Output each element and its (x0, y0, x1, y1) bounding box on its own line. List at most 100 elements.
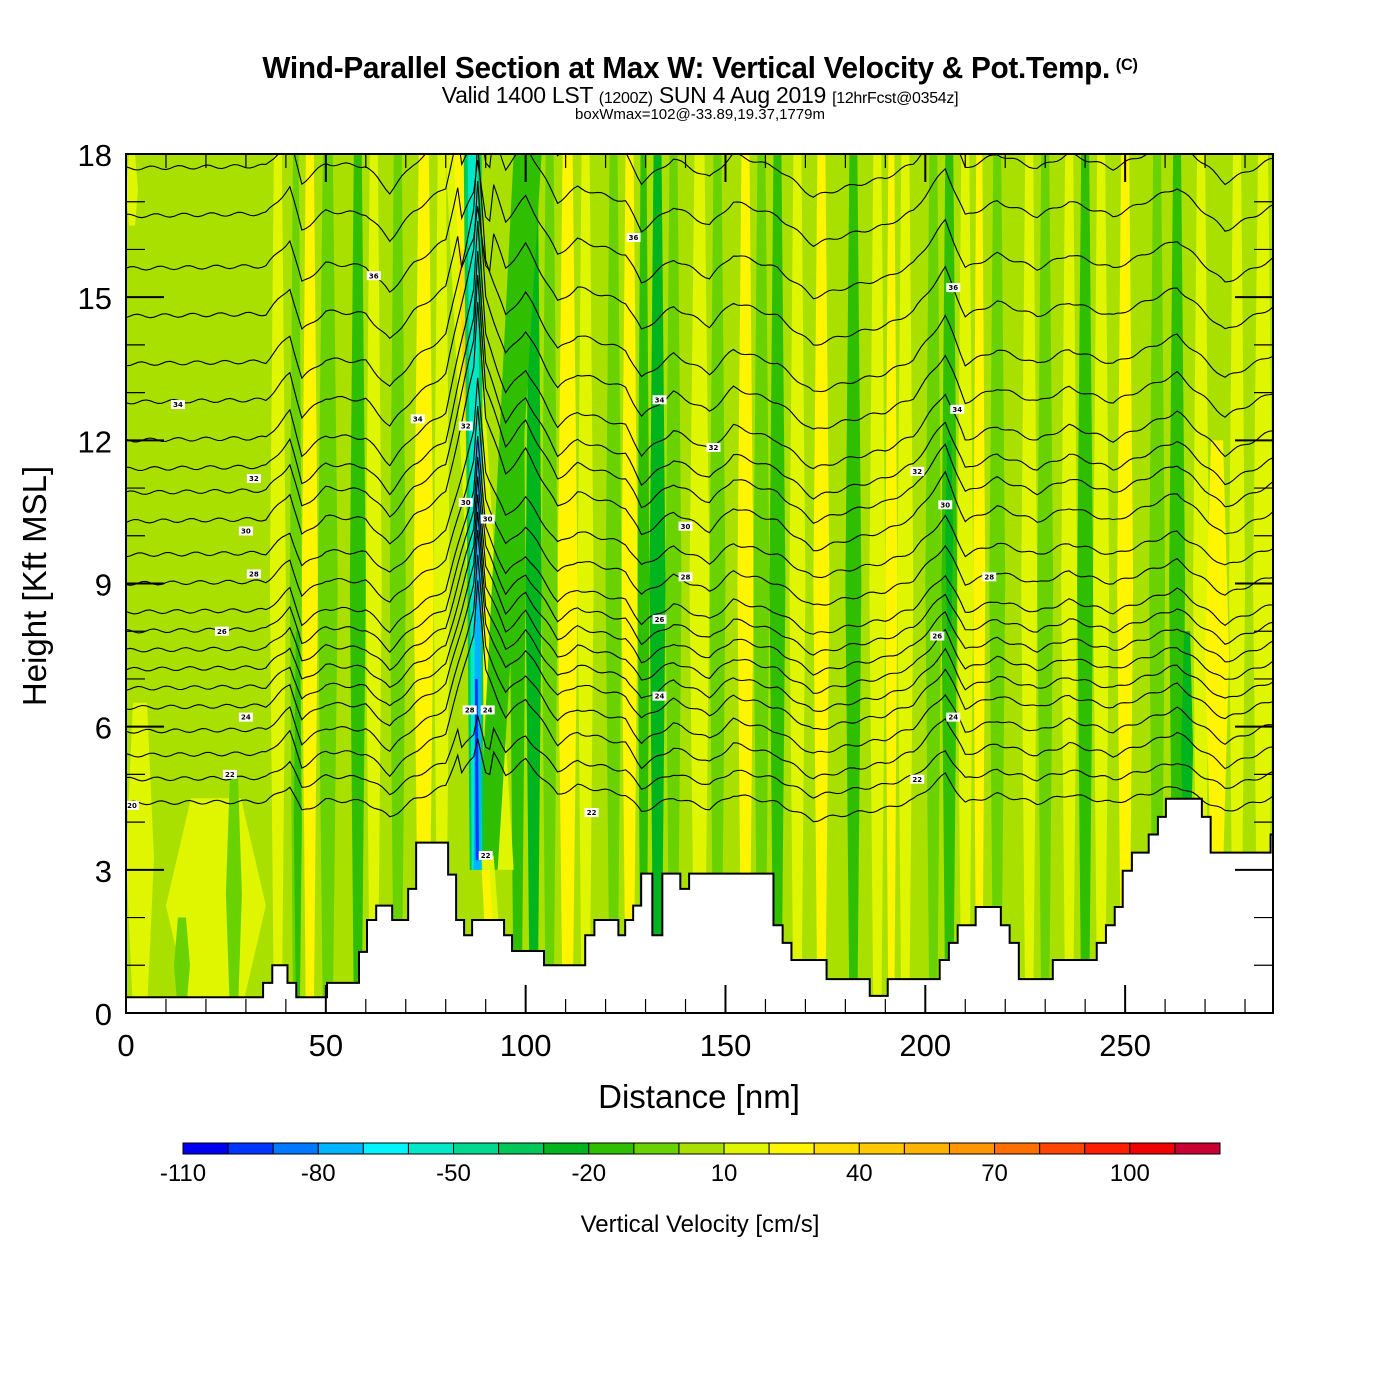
contour-label-text: 22 (225, 771, 235, 779)
contour-label-text: 28 (984, 573, 994, 581)
w-stripe (269, 154, 286, 1013)
isentrope-line (126, 715, 1273, 799)
contour-label-text: 32 (461, 423, 471, 431)
contour-label: 34 (410, 414, 425, 424)
contour-label-box (626, 233, 641, 243)
contour-label: 30 (678, 521, 693, 531)
contour-label-text: 24 (948, 714, 958, 722)
contour-label-box (950, 404, 965, 414)
contour-label: 24 (238, 712, 253, 722)
contour-label-text: 36 (629, 234, 639, 242)
contour-label-box (238, 526, 253, 536)
contour-label: 36 (946, 283, 961, 293)
contour-label-text: 26 (655, 616, 665, 624)
contour-label-text: 30 (681, 523, 691, 531)
contour-label-text: 30 (461, 499, 471, 507)
colorbar-tick-label: 10 (711, 1160, 738, 1187)
w-stripe (845, 154, 862, 1013)
contour-label: 22 (584, 808, 599, 817)
contour-label: 34 (950, 404, 965, 414)
w-stripe (649, 154, 666, 1013)
w-stripe (1117, 154, 1134, 1013)
terrain-outline (126, 797, 1273, 999)
contour-label-box (222, 769, 237, 779)
contour-label: 32 (458, 421, 473, 431)
contour-label: 22 (222, 769, 237, 779)
contour-label-text: 32 (249, 475, 259, 483)
colorbar-tick-label: 70 (981, 1160, 1008, 1187)
contour-label: 32 (706, 442, 721, 452)
valid-date: SUN 4 Aug 2019 (658, 82, 826, 108)
contour-label: 28 (982, 572, 997, 581)
contour-label-text: 28 (681, 573, 691, 581)
contour-label: 24 (946, 712, 961, 722)
w-stripe (665, 154, 682, 1013)
contour-label-text: 24 (655, 693, 665, 701)
contour-label-box (706, 442, 721, 452)
contour-label-box (930, 631, 945, 641)
w-stripe (869, 154, 886, 1013)
terrain (126, 797, 1273, 1013)
contour-label: 34 (170, 400, 185, 410)
x-tick-label: 250 (1099, 1028, 1151, 1063)
w-stripe (301, 154, 318, 1013)
w-stripe (1205, 440, 1230, 870)
colorbar-bin (227, 1142, 274, 1155)
w-stripe (885, 154, 898, 1013)
w-stripe (541, 154, 558, 1013)
contour-label-box (458, 497, 473, 507)
contour-label-text: 30 (483, 516, 493, 524)
w-stripe (1133, 154, 1150, 1013)
isentrope-line (126, 154, 1273, 393)
contour-label-text: 34 (655, 396, 665, 404)
w-stripe (829, 154, 846, 1013)
contour-label-text: 24 (483, 707, 493, 715)
colorbar-bin (633, 1142, 680, 1155)
isentrope-line (126, 456, 1273, 656)
contour-label-box (214, 626, 229, 636)
contour-label: 28 (678, 572, 693, 581)
contour-label-text: 28 (249, 571, 259, 579)
colorbar-tick-label: -20 (571, 1160, 606, 1187)
contour-label-text: 26 (217, 628, 227, 636)
w-stripe (173, 917, 190, 1013)
contour-label: 22 (478, 851, 493, 860)
contour-label-box (170, 400, 185, 410)
w-stripe (925, 154, 942, 1013)
colorbar-bin (768, 1142, 815, 1155)
y-tick-label: 15 (78, 281, 112, 316)
w-stripe (525, 154, 542, 1013)
contour-label-box (238, 712, 253, 722)
w-stripe (389, 154, 406, 1013)
contour-label-text: 28 (465, 707, 475, 715)
contour-label-text: 34 (952, 406, 962, 414)
contour-label-box (946, 283, 961, 293)
contour-label-text: 32 (912, 468, 922, 476)
w-stripe (973, 154, 986, 1013)
chart-title: Wind-Parallel Section at Max W: Vertical… (28, 50, 1372, 86)
isentrope-line (126, 160, 1273, 300)
w-stripe (349, 154, 366, 1013)
colorbar-bin (858, 1142, 905, 1155)
w-stripe (813, 154, 830, 1013)
contour-label-box (410, 414, 425, 424)
contour-label-box (946, 712, 961, 722)
forecast-info: [12hrFcst@0354z] (832, 90, 959, 107)
contour-label: 30 (238, 526, 253, 536)
contour-label-box (480, 705, 495, 715)
colorbar-bin (272, 1142, 319, 1155)
colorbar-tick-label: 40 (846, 1160, 873, 1187)
w-stripe (577, 154, 594, 1013)
contour-label-box (366, 271, 381, 281)
contour-label: 30 (458, 497, 473, 507)
x-tick-label: 150 (700, 1028, 752, 1063)
contour-label: 32 (910, 466, 925, 476)
contour-label-box (652, 614, 667, 624)
contour-label-text: 30 (241, 528, 251, 536)
colorbar-bin (678, 1142, 725, 1155)
w-stripe (433, 154, 450, 1013)
contour-label-box (652, 691, 667, 701)
x-tick-label: 100 (500, 1028, 552, 1063)
contour-label-text: 30 (940, 501, 950, 509)
